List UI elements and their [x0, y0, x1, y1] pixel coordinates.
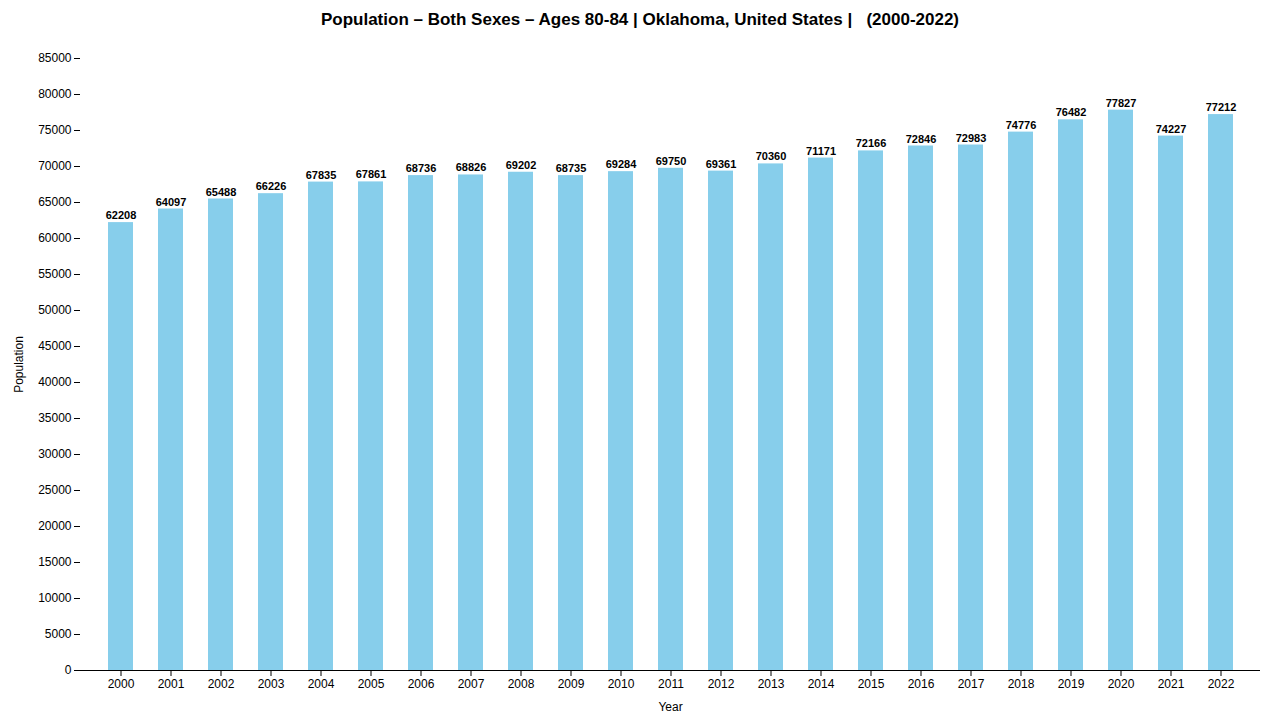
svg-text:Population: Population — [12, 336, 26, 393]
svg-text:77212: 77212 — [1206, 101, 1237, 113]
svg-text:75000: 75000 — [38, 123, 72, 137]
svg-text:2017: 2017 — [958, 677, 985, 691]
svg-text:65000: 65000 — [38, 195, 72, 209]
svg-text:62208: 62208 — [106, 209, 137, 221]
svg-text:69750: 69750 — [656, 155, 687, 167]
svg-text:72983: 72983 — [956, 132, 987, 144]
svg-text:77827: 77827 — [1106, 97, 1137, 109]
svg-text:5000: 5000 — [45, 627, 72, 641]
svg-text:35000: 35000 — [38, 411, 72, 425]
svg-text:15000: 15000 — [38, 555, 72, 569]
svg-text:2001: 2001 — [158, 677, 185, 691]
svg-text:70000: 70000 — [38, 159, 72, 173]
svg-text:2007: 2007 — [458, 677, 485, 691]
svg-text:80000: 80000 — [38, 87, 72, 101]
svg-text:72846: 72846 — [906, 133, 937, 145]
svg-text:45000: 45000 — [38, 339, 72, 353]
svg-text:40000: 40000 — [38, 375, 72, 389]
svg-text:2015: 2015 — [858, 677, 885, 691]
svg-text:2019: 2019 — [1058, 677, 1085, 691]
svg-text:0: 0 — [65, 663, 72, 677]
svg-text:60000: 60000 — [38, 231, 72, 245]
svg-text:10000: 10000 — [38, 591, 72, 605]
svg-text:85000: 85000 — [38, 51, 72, 65]
svg-text:74776: 74776 — [1006, 119, 1037, 131]
svg-text:69361: 69361 — [706, 158, 737, 170]
svg-text:2021: 2021 — [1158, 677, 1185, 691]
svg-text:65488: 65488 — [206, 186, 237, 198]
svg-text:55000: 55000 — [38, 267, 72, 281]
svg-text:2020: 2020 — [1108, 677, 1135, 691]
svg-text:2006: 2006 — [408, 677, 435, 691]
svg-text:2013: 2013 — [758, 677, 785, 691]
svg-text:2005: 2005 — [358, 677, 385, 691]
svg-text:72166: 72166 — [856, 137, 887, 149]
svg-text:64097: 64097 — [156, 196, 187, 208]
svg-text:2022: 2022 — [1208, 677, 1235, 691]
svg-text:2008: 2008 — [508, 677, 535, 691]
svg-text:74227: 74227 — [1156, 123, 1187, 135]
svg-text:50000: 50000 — [38, 303, 72, 317]
svg-text:25000: 25000 — [38, 483, 72, 497]
svg-text:2002: 2002 — [208, 677, 235, 691]
svg-text:66226: 66226 — [256, 180, 287, 192]
svg-text:68736: 68736 — [406, 162, 437, 174]
svg-text:2000: 2000 — [108, 677, 135, 691]
svg-text:2011: 2011 — [658, 677, 684, 691]
svg-text:30000: 30000 — [38, 447, 72, 461]
svg-text:68735: 68735 — [556, 162, 587, 174]
svg-text:67861: 67861 — [356, 168, 387, 180]
svg-text:2010: 2010 — [608, 677, 635, 691]
html-text:Population – Both Sexes – Ages: Population – Both Sexes – Ages 80-84 | O… — [320, 10, 959, 29]
svg-text:2016: 2016 — [908, 677, 935, 691]
svg-text:70360: 70360 — [756, 150, 787, 162]
svg-text:2009: 2009 — [558, 677, 585, 691]
svg-text:Year: Year — [658, 700, 682, 714]
svg-text:76482: 76482 — [1056, 106, 1087, 118]
svg-text:2014: 2014 — [808, 677, 835, 691]
svg-text:68826: 68826 — [456, 161, 487, 173]
svg-text:67835: 67835 — [306, 169, 337, 181]
svg-text:2012: 2012 — [708, 677, 735, 691]
svg-text:2003: 2003 — [258, 677, 285, 691]
svg-text:2018: 2018 — [1008, 677, 1035, 691]
svg-text:71171: 71171 — [806, 145, 836, 157]
svg-text:20000: 20000 — [38, 519, 72, 533]
svg-text:2004: 2004 — [308, 677, 335, 691]
svg-text:69284: 69284 — [606, 158, 637, 170]
svg-text:69202: 69202 — [506, 159, 537, 171]
